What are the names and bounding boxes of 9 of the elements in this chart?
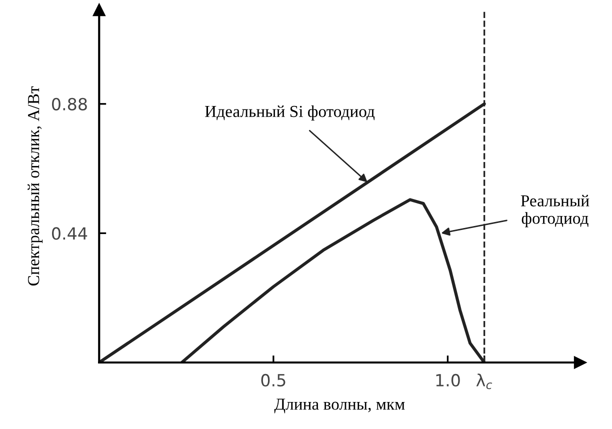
y-tick-label: 0.88 bbox=[52, 98, 87, 110]
x-tick-label: λ$_{c}$ bbox=[476, 374, 492, 390]
x-axis-title: Длина волны, мкм bbox=[274, 398, 405, 414]
x-tick-label: 1.0 bbox=[436, 374, 460, 387]
annotation: Идеальный Si фотодиод bbox=[205, 105, 375, 120]
y-axis-title: Спектральный отклик, А/Вт bbox=[28, 86, 43, 286]
annotation: Реальный фотодиод bbox=[520, 194, 590, 228]
y-tick-label: 0.44 bbox=[52, 227, 88, 240]
x-tick-label: 0.5 bbox=[261, 374, 286, 387]
